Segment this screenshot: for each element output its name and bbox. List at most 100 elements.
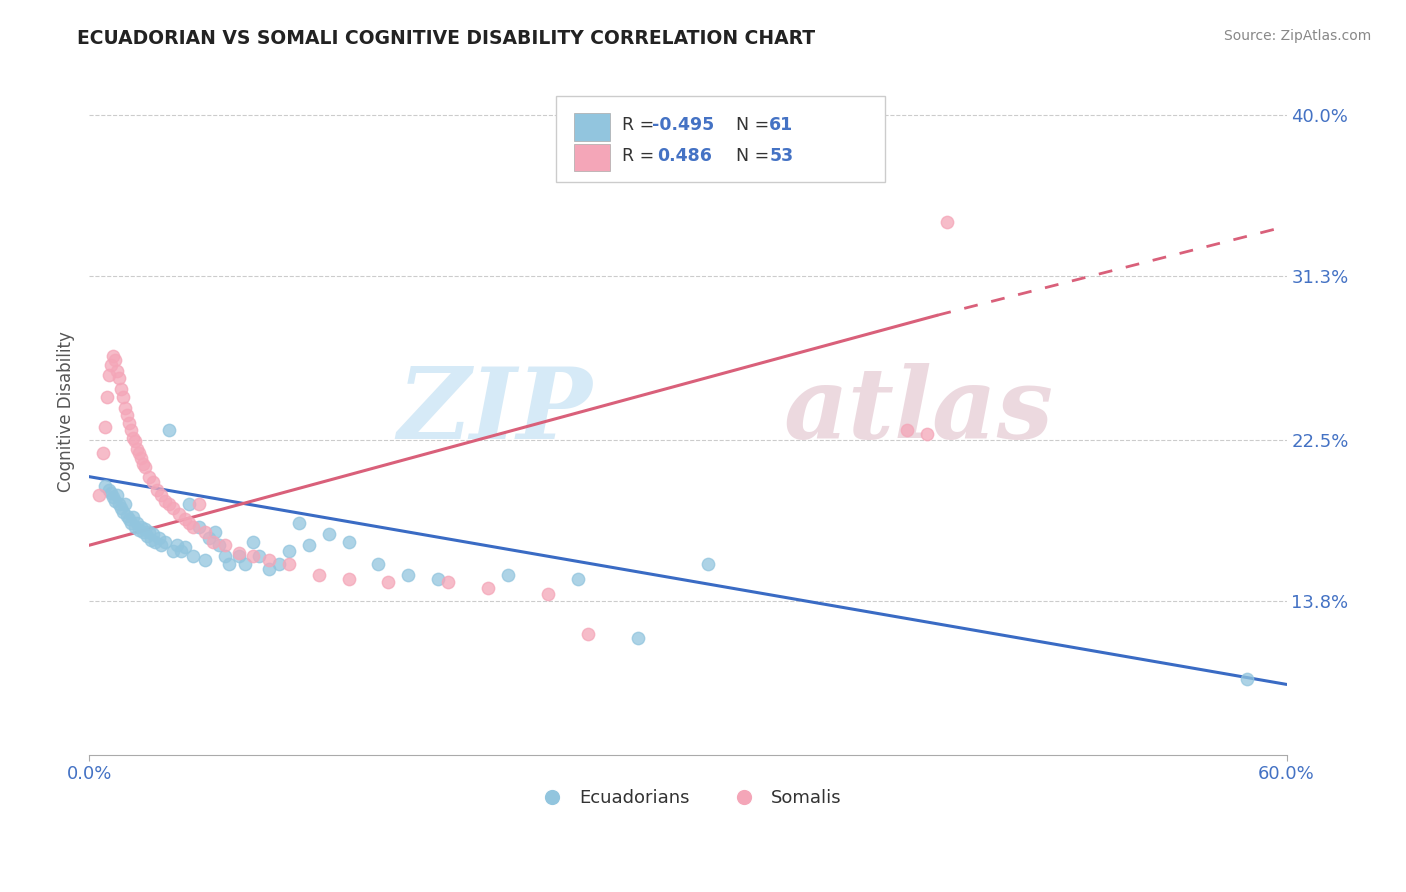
Point	[318, 527, 340, 541]
Point	[108, 371, 131, 385]
Point	[110, 501, 132, 516]
Point	[337, 534, 360, 549]
Point	[308, 568, 330, 582]
Point	[98, 368, 121, 382]
Point	[128, 524, 150, 538]
Point	[139, 533, 162, 547]
Point	[104, 352, 127, 367]
Text: N =: N =	[735, 147, 775, 165]
Point	[134, 522, 156, 536]
Point	[142, 527, 165, 541]
Point	[104, 493, 127, 508]
Point	[115, 409, 138, 423]
Point	[153, 534, 176, 549]
Point	[218, 557, 240, 571]
Point	[115, 508, 138, 523]
Point	[228, 549, 250, 564]
Point	[118, 512, 141, 526]
Point	[142, 475, 165, 490]
Point	[125, 516, 148, 530]
Point	[247, 549, 270, 564]
Point	[100, 359, 122, 373]
Point	[111, 505, 134, 519]
Point	[177, 516, 200, 530]
Point	[101, 349, 124, 363]
Point	[108, 498, 131, 512]
Point	[198, 531, 221, 545]
Text: N =: N =	[735, 116, 775, 134]
Point	[173, 512, 195, 526]
Point	[132, 457, 155, 471]
Point	[87, 488, 110, 502]
Point	[267, 557, 290, 571]
Point	[377, 575, 399, 590]
Point	[576, 627, 599, 641]
FancyBboxPatch shape	[557, 96, 886, 182]
Point	[153, 493, 176, 508]
Text: 53: 53	[769, 147, 793, 165]
Point	[100, 486, 122, 500]
Point	[181, 520, 204, 534]
Point	[134, 460, 156, 475]
Point	[129, 520, 152, 534]
Point	[118, 416, 141, 430]
Point	[114, 401, 136, 415]
Point	[110, 383, 132, 397]
Point	[94, 479, 117, 493]
Point	[149, 488, 172, 502]
Point	[896, 423, 918, 437]
FancyBboxPatch shape	[574, 144, 610, 171]
Point	[228, 546, 250, 560]
Point	[201, 534, 224, 549]
Point	[427, 572, 450, 586]
Point	[124, 520, 146, 534]
Text: ECUADORIAN VS SOMALI COGNITIVE DISABILITY CORRELATION CHART: ECUADORIAN VS SOMALI COGNITIVE DISABILIT…	[77, 29, 815, 47]
Point	[696, 557, 718, 571]
Point	[166, 538, 188, 552]
Text: Source: ZipAtlas.com: Source: ZipAtlas.com	[1223, 29, 1371, 43]
Point	[157, 423, 180, 437]
Point	[242, 534, 264, 549]
Text: atlas: atlas	[783, 363, 1053, 460]
Point	[367, 557, 389, 571]
Point	[162, 501, 184, 516]
Point	[105, 364, 128, 378]
Point	[128, 445, 150, 459]
Point	[214, 538, 236, 552]
Point	[181, 549, 204, 564]
Point	[148, 531, 170, 545]
Point	[257, 553, 280, 567]
Point	[214, 549, 236, 564]
Point	[120, 423, 142, 437]
Text: R =: R =	[621, 147, 665, 165]
Point	[396, 568, 419, 582]
Text: -0.495: -0.495	[652, 116, 714, 134]
Point	[437, 575, 460, 590]
Point	[157, 498, 180, 512]
Point	[257, 562, 280, 576]
Legend: Ecuadorians, Somalis: Ecuadorians, Somalis	[527, 782, 849, 814]
Point	[132, 525, 155, 540]
Point	[105, 488, 128, 502]
Point	[98, 483, 121, 497]
Y-axis label: Cognitive Disability: Cognitive Disability	[58, 331, 75, 492]
Point	[136, 529, 159, 543]
Point	[146, 483, 169, 497]
Point	[124, 434, 146, 449]
Point	[122, 431, 145, 445]
Point	[143, 534, 166, 549]
Point	[149, 538, 172, 552]
Point	[120, 516, 142, 530]
Point	[138, 525, 160, 540]
Point	[208, 538, 231, 552]
Point	[204, 525, 226, 540]
Point	[177, 498, 200, 512]
FancyBboxPatch shape	[574, 113, 610, 141]
Point	[277, 544, 299, 558]
Text: 0.486: 0.486	[657, 147, 711, 165]
Point	[233, 557, 256, 571]
Point	[129, 451, 152, 466]
Point	[936, 215, 959, 229]
Point	[111, 390, 134, 404]
Point	[187, 520, 209, 534]
